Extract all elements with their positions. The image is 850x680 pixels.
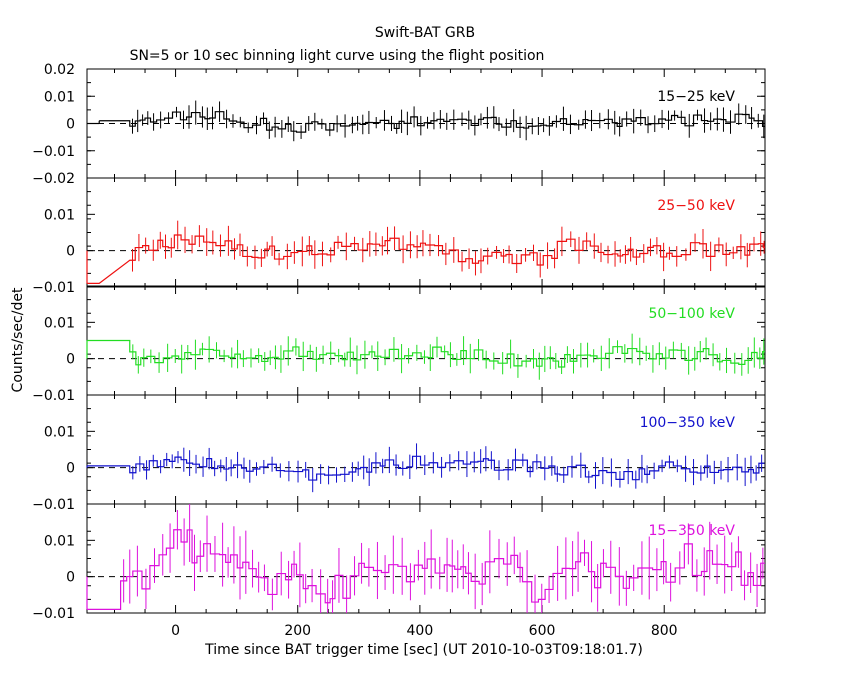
y-tick-label: 0.01 xyxy=(44,424,75,440)
light-curve-series xyxy=(87,455,765,481)
x-tick-label: 800 xyxy=(651,623,678,639)
light-curve-series xyxy=(99,111,765,133)
panel-5: −0.01 0 0.01 15−350 keV xyxy=(32,503,766,622)
x-tick-labels: 0 200 400 600 800 xyxy=(171,623,677,639)
y-tick-label: −0.01 xyxy=(32,144,75,160)
y-axis-label: Counts/sec/det xyxy=(10,287,26,392)
y-tick-label: 0.01 xyxy=(44,533,75,549)
x-tick-label: 0 xyxy=(171,623,180,639)
x-tick-label: 600 xyxy=(529,623,556,639)
y-tick-label: −0.01 xyxy=(32,606,75,622)
light-curve-series xyxy=(87,339,765,368)
band-label: 15−350 keV xyxy=(648,523,735,539)
panel-4: −0.01 0 0.01 100−350 keV xyxy=(32,394,766,513)
y-tick-label: −0.01 xyxy=(32,388,75,404)
band-label: 25−50 keV xyxy=(657,198,735,214)
panels-group: −0.02 −0.01 0 0.01 0.02 15−25 keV −0.01 0 0.01 25… xyxy=(32,62,766,622)
x-tick-label: 200 xyxy=(284,623,311,639)
panel-3: −0.01 0 0.01 50−100 keV xyxy=(32,285,766,404)
y-tick-label: 0 xyxy=(66,117,75,133)
y-tick-label: −0.01 xyxy=(32,497,75,513)
panel-frame xyxy=(86,394,766,505)
y-tick-label: 0 xyxy=(66,461,75,477)
y-tick-label: 0.02 xyxy=(44,62,75,78)
band-label: 15−25 keV xyxy=(657,89,735,105)
panel-1: −0.02 −0.01 0 0.01 0.02 15−25 keV xyxy=(32,62,766,187)
y-tick-label: 0 xyxy=(66,352,75,368)
band-label: 50−100 keV xyxy=(648,306,735,322)
y-tick-label: −0.01 xyxy=(32,280,75,296)
y-tick-label: 0.01 xyxy=(44,207,75,223)
x-axis-label: Time since BAT trigger time [sec] (UT 20… xyxy=(204,642,643,658)
x-tick-label: 400 xyxy=(407,623,434,639)
band-label: 100−350 keV xyxy=(640,415,736,431)
panel-2: −0.01 0 0.01 25−50 keV xyxy=(32,177,766,296)
panel-frame xyxy=(86,285,766,396)
y-tick-label: −0.02 xyxy=(32,171,75,187)
chart-title: Swift-BAT GRB xyxy=(375,25,475,41)
y-tick-label: 0 xyxy=(66,244,75,260)
chart-subtitle: SN=5 or 10 sec binning light curve using… xyxy=(130,48,545,64)
y-tick-label: 0.01 xyxy=(44,315,75,331)
y-tick-label: 0 xyxy=(66,570,75,586)
y-tick-label: 0.01 xyxy=(44,89,75,105)
